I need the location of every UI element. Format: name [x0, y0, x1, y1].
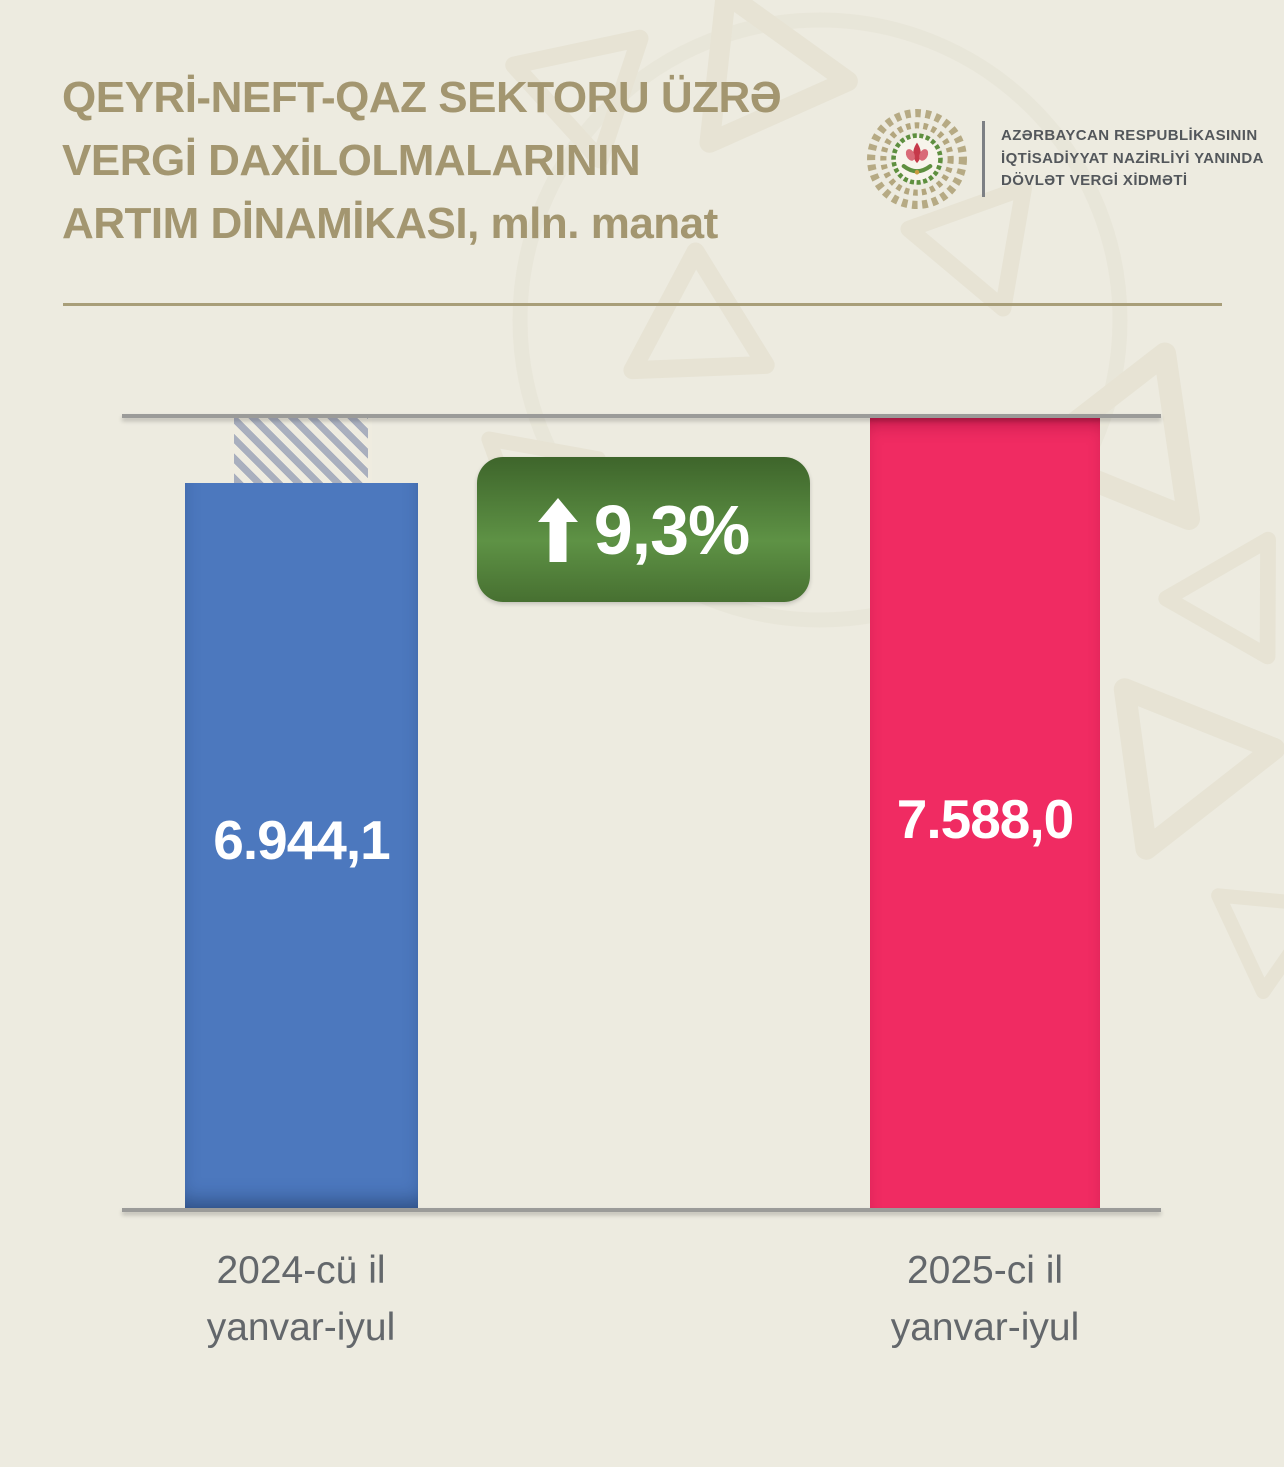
- org-divider-line: [982, 121, 985, 197]
- title-divider-line: [63, 303, 1222, 306]
- category-label-2025: 2025-ci il yanvar-iyul: [775, 1242, 1195, 1356]
- org-name-line-2: İQTİSADİYYAT NAZİRLİYİ YANINDA: [1001, 149, 1264, 167]
- category-label-2024: 2024-cü il yanvar-iyul: [91, 1242, 511, 1356]
- chart-top-line: [122, 414, 1161, 418]
- category-2024-line-2: yanvar-iyul: [206, 1306, 396, 1349]
- bar-2025-value: 7.588,0: [896, 788, 1075, 850]
- org-name: AZƏRBAYCAN RESPUBLİKASININ İQTİSADİYYAT …: [1001, 125, 1264, 193]
- title-line-3: ARTIM DİNAMİKASI, mln. manat: [62, 199, 718, 248]
- title-line-1: QEYRİ-NEFT-QAZ SEKTORU ÜZRƏ: [62, 73, 782, 122]
- difference-hatch-area: [230, 416, 372, 483]
- org-name-line-1: AZƏRBAYCAN RESPUBLİKASININ: [1001, 127, 1258, 145]
- category-2025-line-1: 2025-ci il: [906, 1249, 1064, 1292]
- category-2024-line-1: 2024-cü il: [216, 1249, 386, 1292]
- growth-badge: 9,3%: [477, 457, 810, 602]
- page-title: QEYRİ-NEFT-QAZ SEKTORU ÜZRƏ VERGİ DAXİLO…: [62, 66, 782, 255]
- growth-badge-label: 9,3%: [593, 490, 751, 569]
- title-line-2: VERGİ DAXİLOLMALARININ: [62, 136, 641, 185]
- bar-2025: 7.588,0: [870, 415, 1100, 1212]
- tax-service-emblem-icon: [867, 109, 967, 209]
- org-name-line-3: DÖVLƏT VERGİ XİDMƏTİ: [1001, 172, 1188, 190]
- category-2025-line-2: yanvar-iyul: [890, 1306, 1080, 1349]
- bar-2024: 6.944,1: [185, 483, 418, 1212]
- up-arrow-icon: [537, 497, 578, 562]
- bar-2024-value: 6.944,1: [213, 809, 391, 871]
- chart-bottom-line: [122, 1208, 1161, 1212]
- org-logo-block: AZƏRBAYCAN RESPUBLİKASININ İQTİSADİYYAT …: [866, 108, 1264, 210]
